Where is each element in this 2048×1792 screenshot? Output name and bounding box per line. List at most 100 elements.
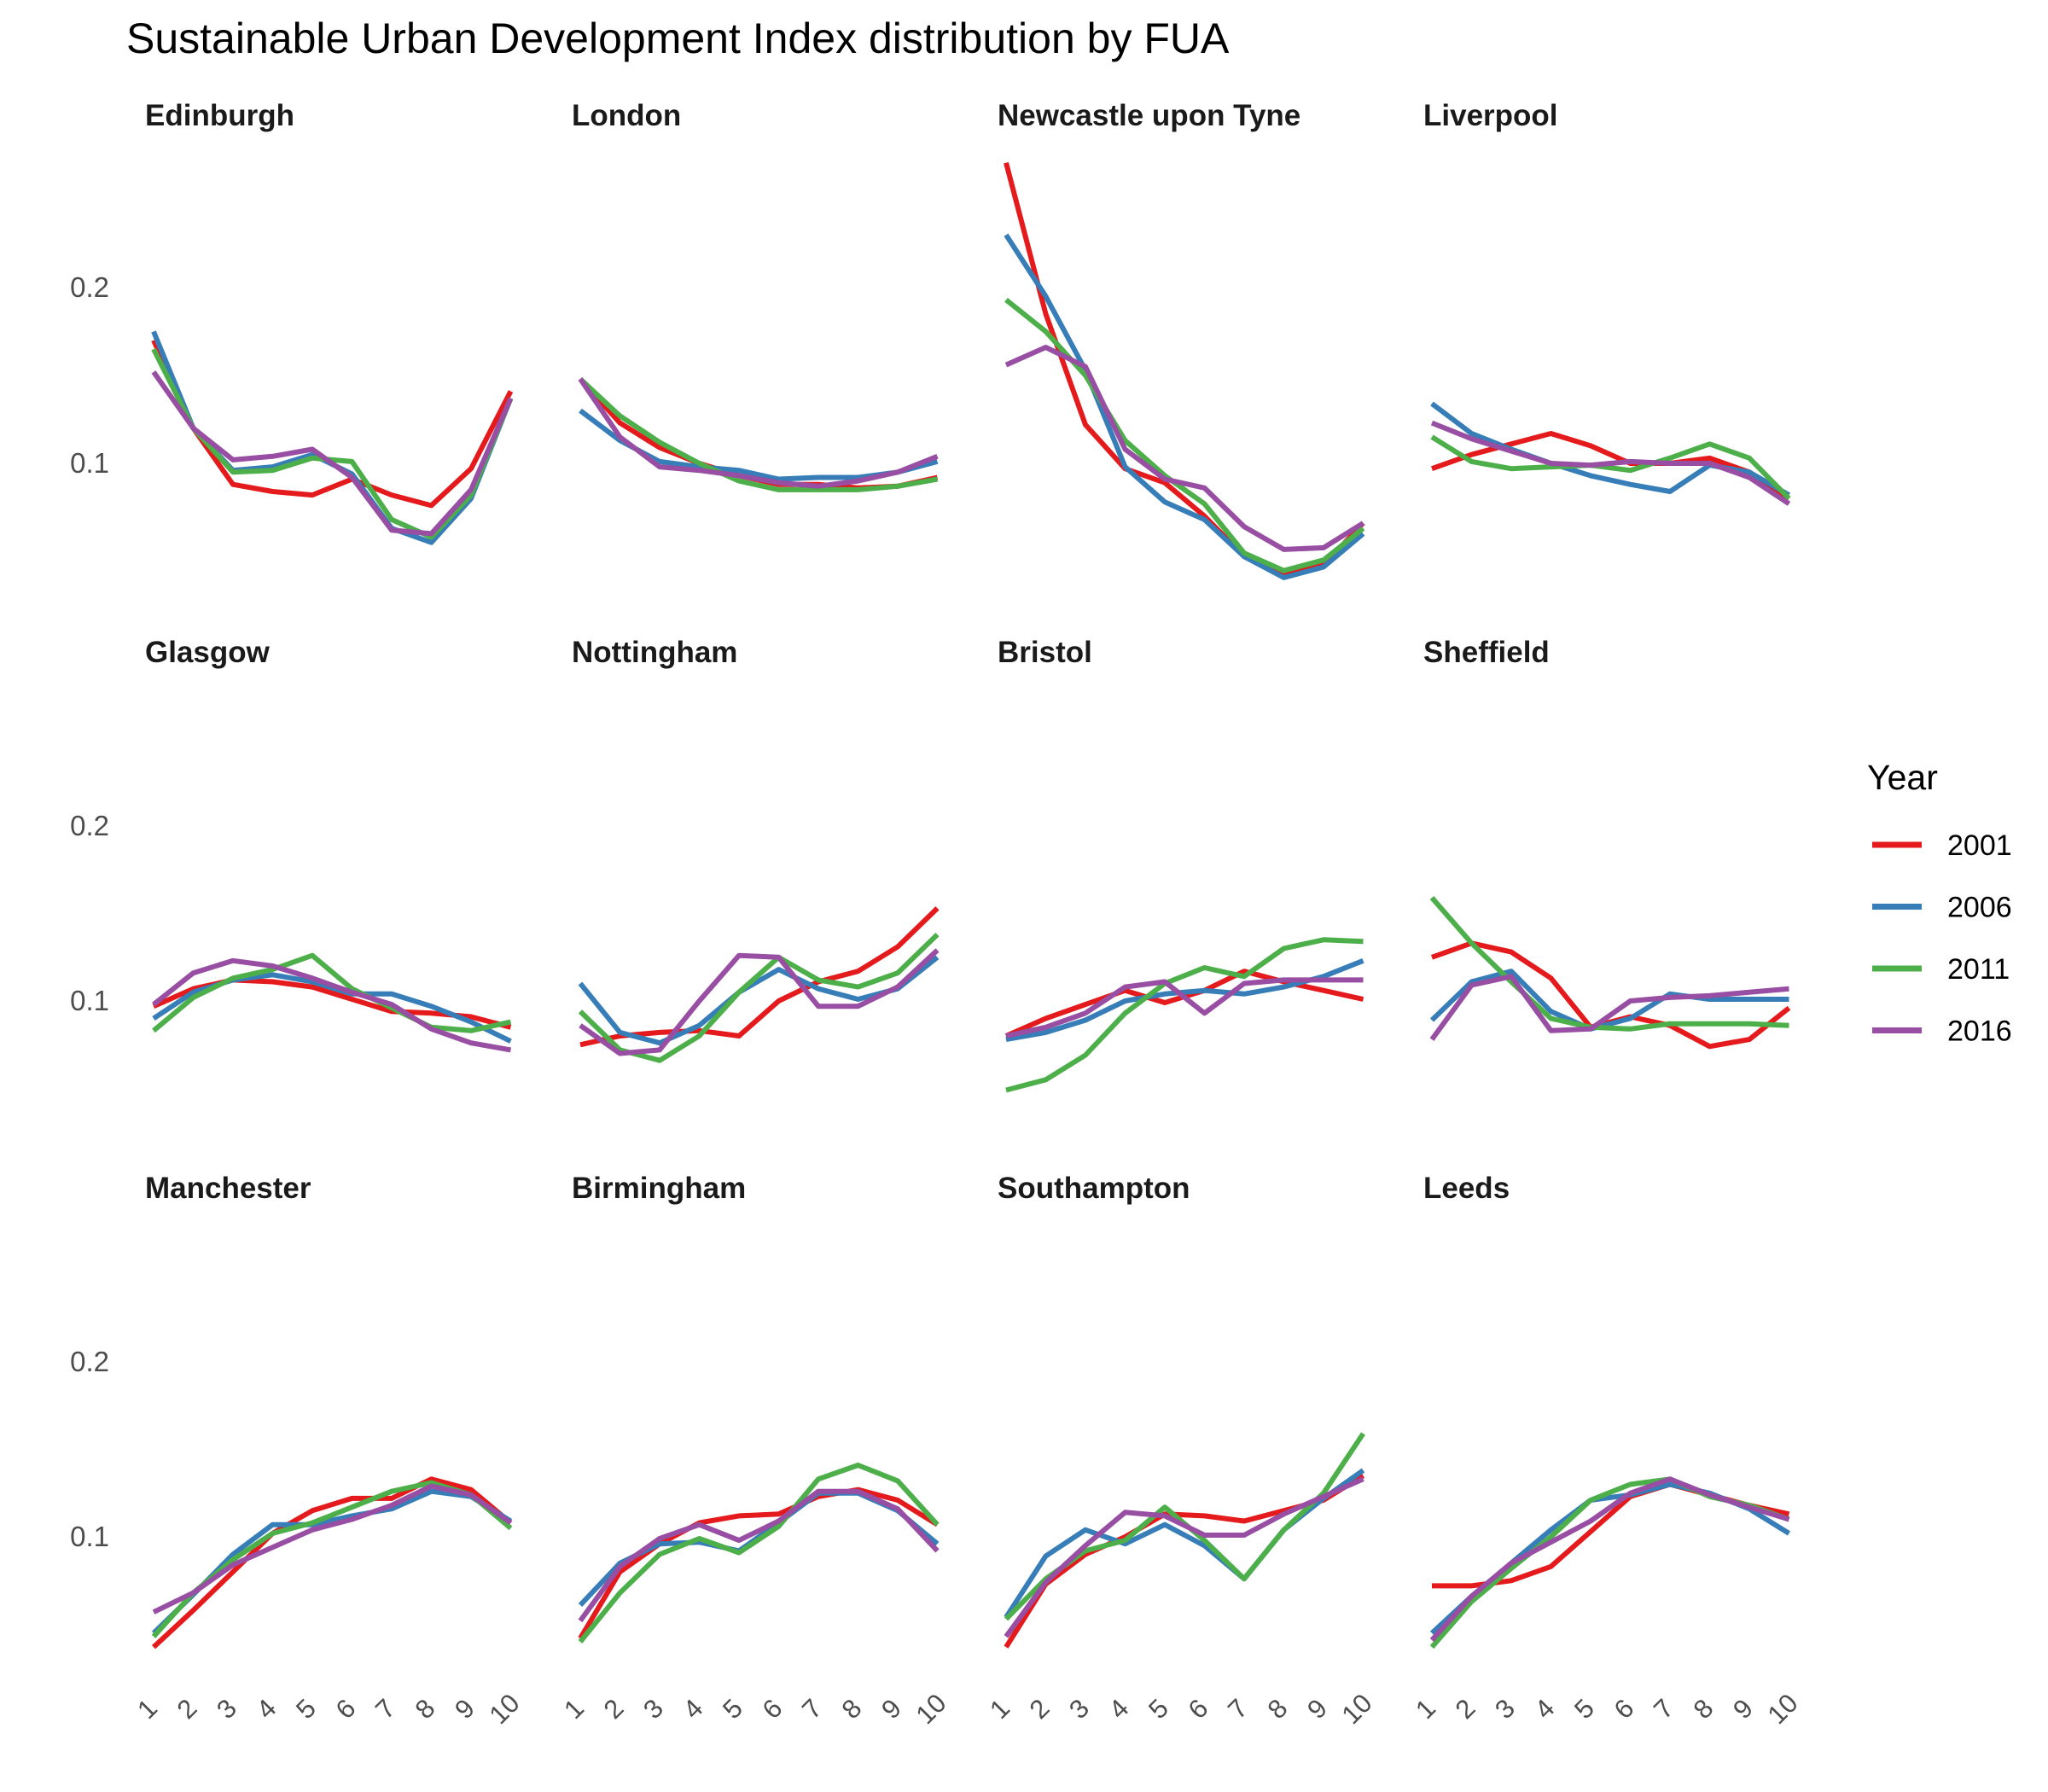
y-tick-label: 0.1	[70, 985, 109, 1016]
facet-grid: 0.1 0.2 0.1 0.2 0.1 0.2 Edinburgh London Newcast…	[70, 99, 1804, 1730]
x-tick-label: 8	[1688, 1693, 1719, 1725]
facet-title: Bristol	[998, 636, 1092, 669]
facet-title: London	[572, 99, 681, 132]
series-line-2011	[151, 347, 514, 540]
facet-title: Newcastle upon Tyne	[998, 99, 1300, 132]
series-line-2001	[151, 339, 514, 509]
series-line-2011	[152, 952, 512, 1033]
x-tick-label: 7	[1222, 1693, 1254, 1725]
x-tick-label: 1	[984, 1693, 1015, 1725]
series-line-2016	[1004, 1476, 1364, 1638]
x-tick-label: 6	[757, 1693, 788, 1725]
series-line-2016	[151, 370, 514, 537]
x-tick-label: 2	[1450, 1693, 1481, 1725]
x-tick-label: 9	[1727, 1693, 1759, 1725]
x-tick-label: 5	[1143, 1693, 1174, 1725]
x-tick-label: 3	[211, 1693, 242, 1725]
x-tick-label: 5	[290, 1693, 322, 1725]
facet-panel-liverpool: Liverpool	[1423, 99, 1791, 506]
x-tick-label: 7	[796, 1693, 828, 1725]
series-line-2016	[578, 377, 939, 489]
facet-title: Sheffield	[1423, 636, 1550, 669]
x-tick-label: 9	[449, 1693, 480, 1725]
x-tick-label: 3	[1489, 1693, 1521, 1725]
facet-panel-london: London	[572, 99, 939, 492]
y-tick-label: 0.2	[70, 1346, 109, 1377]
x-tick-label: 8	[836, 1693, 868, 1725]
x-tick-label: 6	[330, 1693, 362, 1725]
series-line-2001	[151, 1476, 513, 1649]
series-line-2011	[578, 1463, 940, 1644]
facet-panel-nottingham: Nottingham	[572, 636, 940, 1063]
series-line-2001	[1430, 431, 1791, 501]
series-line-2016	[1429, 974, 1789, 1041]
legend-label-2006: 2006	[1947, 892, 2012, 924]
series-line-2011	[578, 932, 940, 1063]
x-tick-label: 10	[1336, 1688, 1378, 1730]
facet-panel-bristol: Bristol	[998, 636, 1364, 1093]
facet-title: Manchester	[145, 1172, 311, 1205]
series-line-2016	[152, 1483, 513, 1615]
x-tick-label: 10	[484, 1688, 526, 1730]
x-tick-label: 2	[172, 1693, 203, 1725]
series-line-2001	[578, 1487, 940, 1640]
series-line-2011	[1429, 896, 1789, 1032]
series-line-2016	[1004, 345, 1365, 552]
x-tick-label: 1	[131, 1693, 163, 1725]
series-line-2016	[152, 957, 512, 1053]
chart-title: Sustainable Urban Development Index dist…	[126, 15, 1230, 62]
facet-title: Leeds	[1423, 1172, 1510, 1205]
series-line-2016	[579, 948, 940, 1056]
x-tick-label: 7	[1648, 1693, 1679, 1725]
facet-title: Southampton	[998, 1172, 1190, 1205]
legend-label-2001: 2001	[1947, 829, 2012, 862]
x-tick-label: 4	[1103, 1693, 1135, 1725]
facet-title: Liverpool	[1423, 99, 1558, 132]
series-line-2001	[579, 906, 940, 1048]
series-line-2011	[1430, 434, 1791, 501]
x-tick-label: 6	[1183, 1693, 1214, 1725]
legend: Year 2001 2006 2011 2016	[1867, 758, 2012, 1048]
series-line-2011	[1005, 937, 1364, 1093]
series-line-2006	[1004, 233, 1365, 580]
legend-label-2011: 2011	[1947, 953, 2010, 986]
x-tick-label: 10	[911, 1688, 952, 1730]
series-line-2011	[578, 376, 939, 492]
facet-panel-leeds: Leeds 1 2 3 4 5 6 7 8 9 10	[1410, 1172, 1804, 1730]
series-line-2016	[578, 1488, 940, 1623]
x-tick-label: 6	[1609, 1693, 1640, 1725]
legend-title: Year	[1867, 758, 1938, 797]
facet-title: Glasgow	[145, 636, 271, 669]
x-tick-label: 2	[1024, 1693, 1056, 1725]
facet-title: Edinburgh	[145, 99, 294, 132]
x-tick-label: 1	[1410, 1693, 1441, 1725]
facet-title: Birmingham	[572, 1172, 746, 1205]
x-tick-label: 8	[410, 1693, 441, 1725]
x-tick-label: 5	[1568, 1693, 1600, 1725]
x-tick-label: 4	[678, 1693, 709, 1725]
y-tick-label: 0.1	[70, 1521, 109, 1552]
series-line-2016	[1429, 1476, 1790, 1643]
y-tick-label: 0.2	[70, 271, 109, 303]
facet-panel-edinburgh: Edinburgh	[145, 99, 514, 545]
facet-panel-southampton: Southampton 1 2 3 4 5 6 7 8 9 10	[984, 1172, 1378, 1730]
facet-title: Nottingham	[572, 636, 737, 669]
series-line-2006	[1429, 969, 1789, 1032]
y-tick-label: 0.2	[70, 810, 109, 841]
facet-panel-sheffield: Sheffield	[1423, 636, 1791, 1050]
facet-panel-birmingham: Birmingham 1 2 3 4 5 6 7 8 9 10	[558, 1172, 952, 1730]
x-tick-label: 9	[876, 1693, 907, 1725]
facet-panel-glasgow: Glasgow	[145, 636, 512, 1053]
x-tick-label: 1	[558, 1693, 590, 1725]
series-line-2016	[1005, 977, 1364, 1039]
x-tick-label: 5	[717, 1693, 748, 1725]
facet-panel-newcastle-upon-tyne: Newcastle upon Tyne	[998, 99, 1365, 580]
legend-label-2016: 2016	[1947, 1015, 2012, 1048]
series-line-2006	[578, 1490, 940, 1608]
x-tick-label: 4	[1529, 1693, 1561, 1725]
x-tick-label: 3	[637, 1693, 669, 1725]
x-tick-label: 2	[598, 1693, 630, 1725]
series-line-2011	[1004, 298, 1365, 573]
x-tick-label: 9	[1301, 1693, 1333, 1725]
